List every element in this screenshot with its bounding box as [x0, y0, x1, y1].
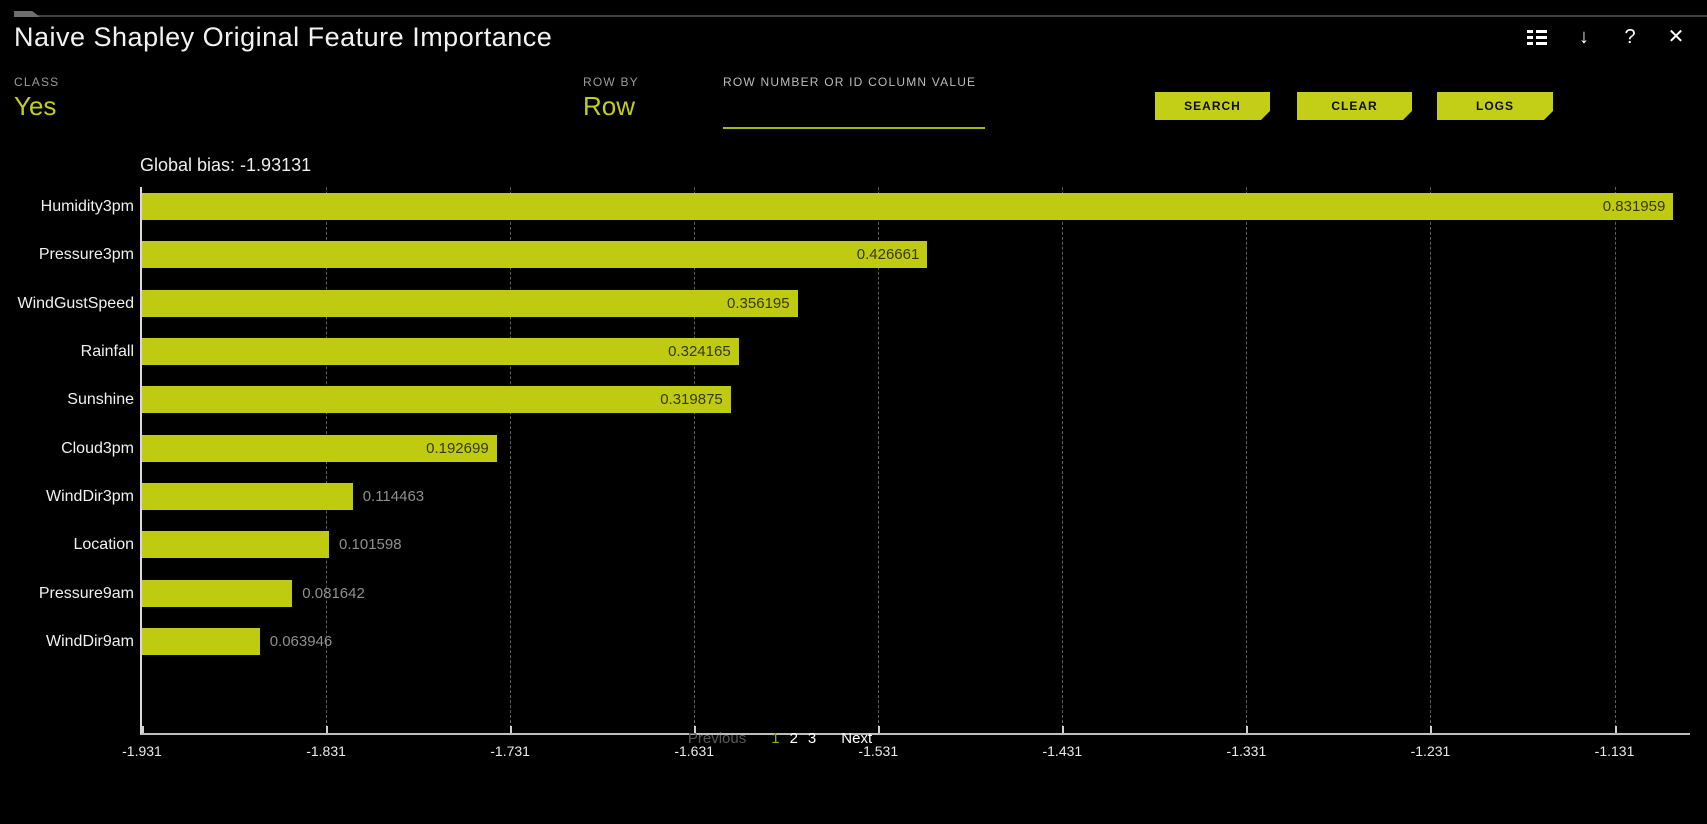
plot-area: -1.931 -1.831 -1.731 -1.631 -1.531 -1.431 -1.3…: [17, 187, 1690, 759]
row-by-value[interactable]: Row: [583, 91, 636, 121]
axis-tick: [878, 726, 881, 733]
x-tick-label: -1.831: [306, 743, 346, 759]
clear-button[interactable]: CLEAR: [1297, 92, 1412, 120]
pagination-page-2[interactable]: 2: [789, 730, 798, 747]
category-label-winddir3pm: WindDir3pm: [45, 488, 134, 506]
bar-windgustspeed[interactable]: [142, 289, 798, 317]
x-tick-label: -1.531: [858, 743, 899, 759]
x-tick-label: -1.131: [1594, 743, 1635, 759]
close-icon[interactable]: ✕: [1667, 26, 1685, 48]
bar-value-label: 0.081642: [302, 584, 365, 602]
pagination-previous[interactable]: Previous: [687, 730, 747, 747]
axis-tick: [326, 726, 329, 733]
dialog-top-tab: [14, 11, 40, 17]
gridline: [1246, 187, 1248, 733]
x-tick-label: -1.931: [122, 743, 162, 759]
axis-tick: [1614, 726, 1617, 733]
row-by-label: ROW BY: [583, 75, 639, 89]
bar-value-label: 0.319875: [660, 391, 723, 409]
bar-value-label: 0.063946: [269, 633, 333, 651]
gridline: [1430, 187, 1432, 733]
bar-value-label: 0.101598: [339, 536, 402, 554]
x-tick-label: -1.731: [490, 743, 530, 759]
gridline: [694, 187, 696, 733]
help-icon[interactable]: ?: [1624, 26, 1636, 48]
bar-value-label: 0.192699: [426, 439, 489, 457]
download-icon[interactable]: ↓: [1579, 26, 1589, 48]
feature-importance-chart: Global bias: -1.93131 -1.931 -1.831 -1.731…: [0, 155, 1707, 775]
bar-cloud3pm[interactable]: [142, 434, 497, 462]
bar-sunshine[interactable]: [142, 386, 731, 414]
bar-value-label: 0.426661: [856, 246, 920, 264]
category-label-windgustspeed: WindGustSpeed: [17, 294, 134, 312]
pagination-page-1[interactable]: 1: [771, 730, 780, 747]
page-title: Naive Shapley Original Feature Importanc…: [14, 22, 553, 52]
bar-value-label: 0.114463: [362, 488, 425, 506]
pagination-next[interactable]: Next: [841, 730, 873, 747]
category-label-pressure3pm: Pressure3pm: [38, 246, 134, 264]
bar-pressure9am[interactable]: [142, 579, 293, 607]
bar-winddir3pm[interactable]: [142, 483, 353, 511]
category-label-cloud3pm: Cloud3pm: [61, 439, 134, 457]
gridline: [510, 187, 512, 733]
category-label-location: Location: [73, 536, 135, 554]
row-number-label: ROW NUMBER OR ID COLUMN VALUE: [723, 75, 977, 89]
gridline: [1614, 187, 1616, 733]
category-label-pressure9am: Pressure9am: [38, 584, 134, 602]
options-list-icon[interactable]: [1527, 29, 1547, 45]
row-number-input[interactable]: [723, 105, 985, 129]
x-tick-label: -1.431: [1042, 743, 1083, 759]
class-selector[interactable]: CLASS Yes: [14, 75, 59, 122]
pagination-page-3[interactable]: 3: [807, 730, 817, 747]
gridline: [1062, 187, 1064, 733]
dialog-top-border: [14, 15, 1707, 17]
category-label-winddir9am: WindDir9am: [45, 633, 134, 651]
bar-humidity3pm[interactable]: [142, 193, 1674, 220]
x-tick-label: -1.231: [1410, 743, 1451, 759]
category-label-sunshine: Sunshine: [67, 391, 134, 409]
search-button[interactable]: SEARCH: [1155, 92, 1270, 120]
category-label-humidity3pm: Humidity3pm: [40, 198, 134, 215]
bar-winddir9am[interactable]: [142, 628, 260, 656]
row-by-selector[interactable]: ROW BY Row: [583, 75, 639, 122]
bar-pressure3pm[interactable]: [142, 241, 928, 269]
bar-rainfall[interactable]: [142, 338, 739, 366]
class-value[interactable]: Yes: [14, 91, 57, 121]
header-icon-bar: ↓ ? ✕: [1527, 26, 1685, 48]
row-number-field: ROW NUMBER OR ID COLUMN VALUE: [723, 75, 985, 129]
global-bias-title: Global bias: -1.93131: [140, 155, 312, 175]
gridline: [878, 187, 880, 733]
axis-tick: [1430, 726, 1433, 733]
axis-tick: [1246, 726, 1249, 733]
x-tick-label: -1.331: [1226, 743, 1267, 759]
bar-value-label: 0.356195: [727, 294, 790, 312]
class-label: CLASS: [14, 75, 60, 89]
bar-value-label: 0.831959: [1602, 198, 1666, 215]
category-label-rainfall: Rainfall: [80, 343, 134, 361]
bar-location[interactable]: [142, 531, 329, 559]
axis-tick: [510, 726, 513, 733]
axis-tick: [142, 726, 144, 733]
axis-tick: [1062, 726, 1065, 733]
x-tick-label: -1.631: [674, 743, 715, 759]
bar-value-label: 0.324165: [668, 343, 731, 361]
logs-button[interactable]: LOGS: [1437, 92, 1553, 120]
axis-tick: [694, 726, 697, 733]
